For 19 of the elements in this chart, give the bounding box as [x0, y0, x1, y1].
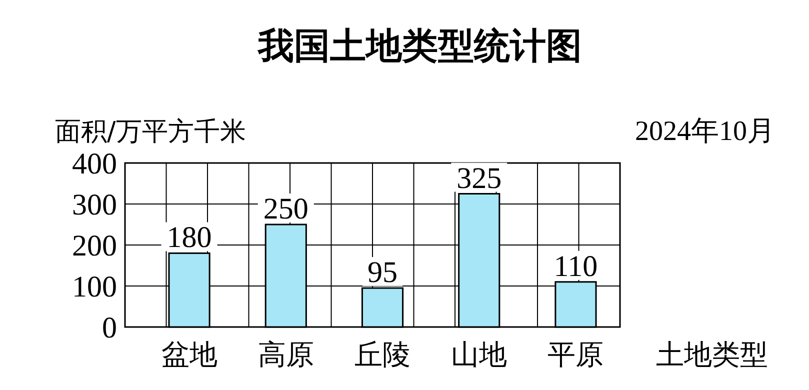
x-tick-label: 平原	[548, 338, 604, 371]
chart-title: 我国土地类型统计图	[257, 26, 582, 67]
y-tick-label: 400	[72, 148, 117, 180]
x-tick-label: 盆地	[161, 338, 218, 371]
data-label: 95	[368, 256, 398, 290]
text: 2024年10月	[635, 116, 775, 147]
data-label: 110	[554, 250, 598, 283]
y-tick-label: 300	[72, 188, 117, 222]
y-tick-label: 200	[72, 230, 117, 262]
data-label: 325	[456, 162, 502, 195]
x-tick-label: 丘陵	[354, 338, 410, 371]
data-label: 180	[166, 221, 212, 254]
x-axis-title: 土地类型	[656, 338, 768, 371]
y-tick-label: 0	[102, 312, 117, 344]
x-tick-label: 高原	[258, 338, 314, 371]
y-axis-title: 面积/万平方千米	[55, 117, 246, 147]
data-label: 250	[263, 192, 308, 226]
x-tick-label: 山地	[451, 338, 508, 371]
y-tick-label: 100	[72, 270, 117, 304]
